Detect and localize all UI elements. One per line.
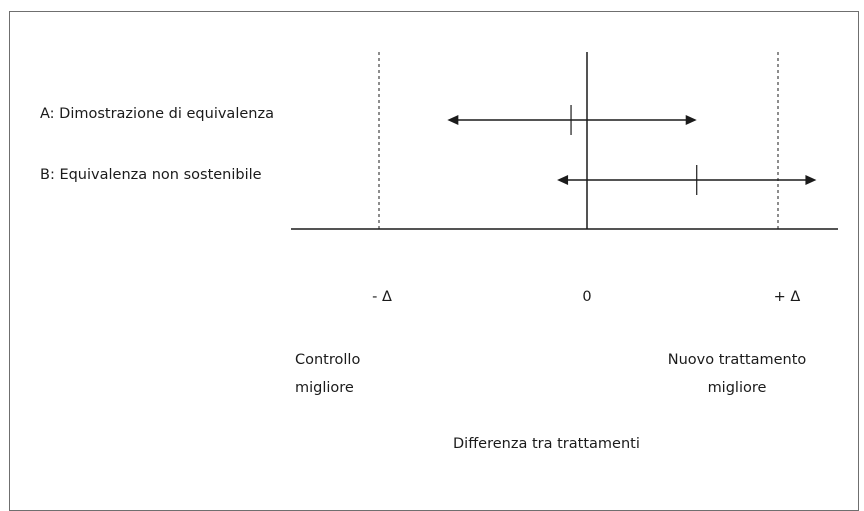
- interval-upper-arrow-a: [685, 115, 697, 125]
- figure-frame: [9, 11, 859, 511]
- tick-label-negative-delta: - Δ: [372, 289, 392, 305]
- axis-title: Differenza tra trattamenti: [453, 436, 640, 452]
- row-a-label: A: Dimostrazione di equivalenza: [40, 106, 274, 122]
- interval-lower-arrow-b: [557, 175, 569, 185]
- tick-label-zero: 0: [582, 289, 592, 305]
- new-treatment-better-note: Nuovo trattamento migliore: [640, 346, 834, 402]
- equivalence-diagram: [291, 52, 838, 230]
- control-better-line-1: Controllo: [295, 352, 361, 368]
- control-better-line-2: migliore: [295, 380, 354, 396]
- interval-lower-arrow-a: [447, 115, 459, 125]
- new-treatment-better-line-1: Nuovo trattamento: [667, 352, 807, 368]
- row-b-label: B: Equivalenza non sostenibile: [40, 167, 262, 183]
- confidence-intervals: [447, 105, 817, 195]
- control-better-note: Controllo migliore: [295, 346, 360, 402]
- new-treatment-better-line-2: migliore: [707, 380, 767, 396]
- tick-label-positive-delta: + Δ: [773, 289, 801, 305]
- interval-upper-arrow-b: [805, 175, 817, 185]
